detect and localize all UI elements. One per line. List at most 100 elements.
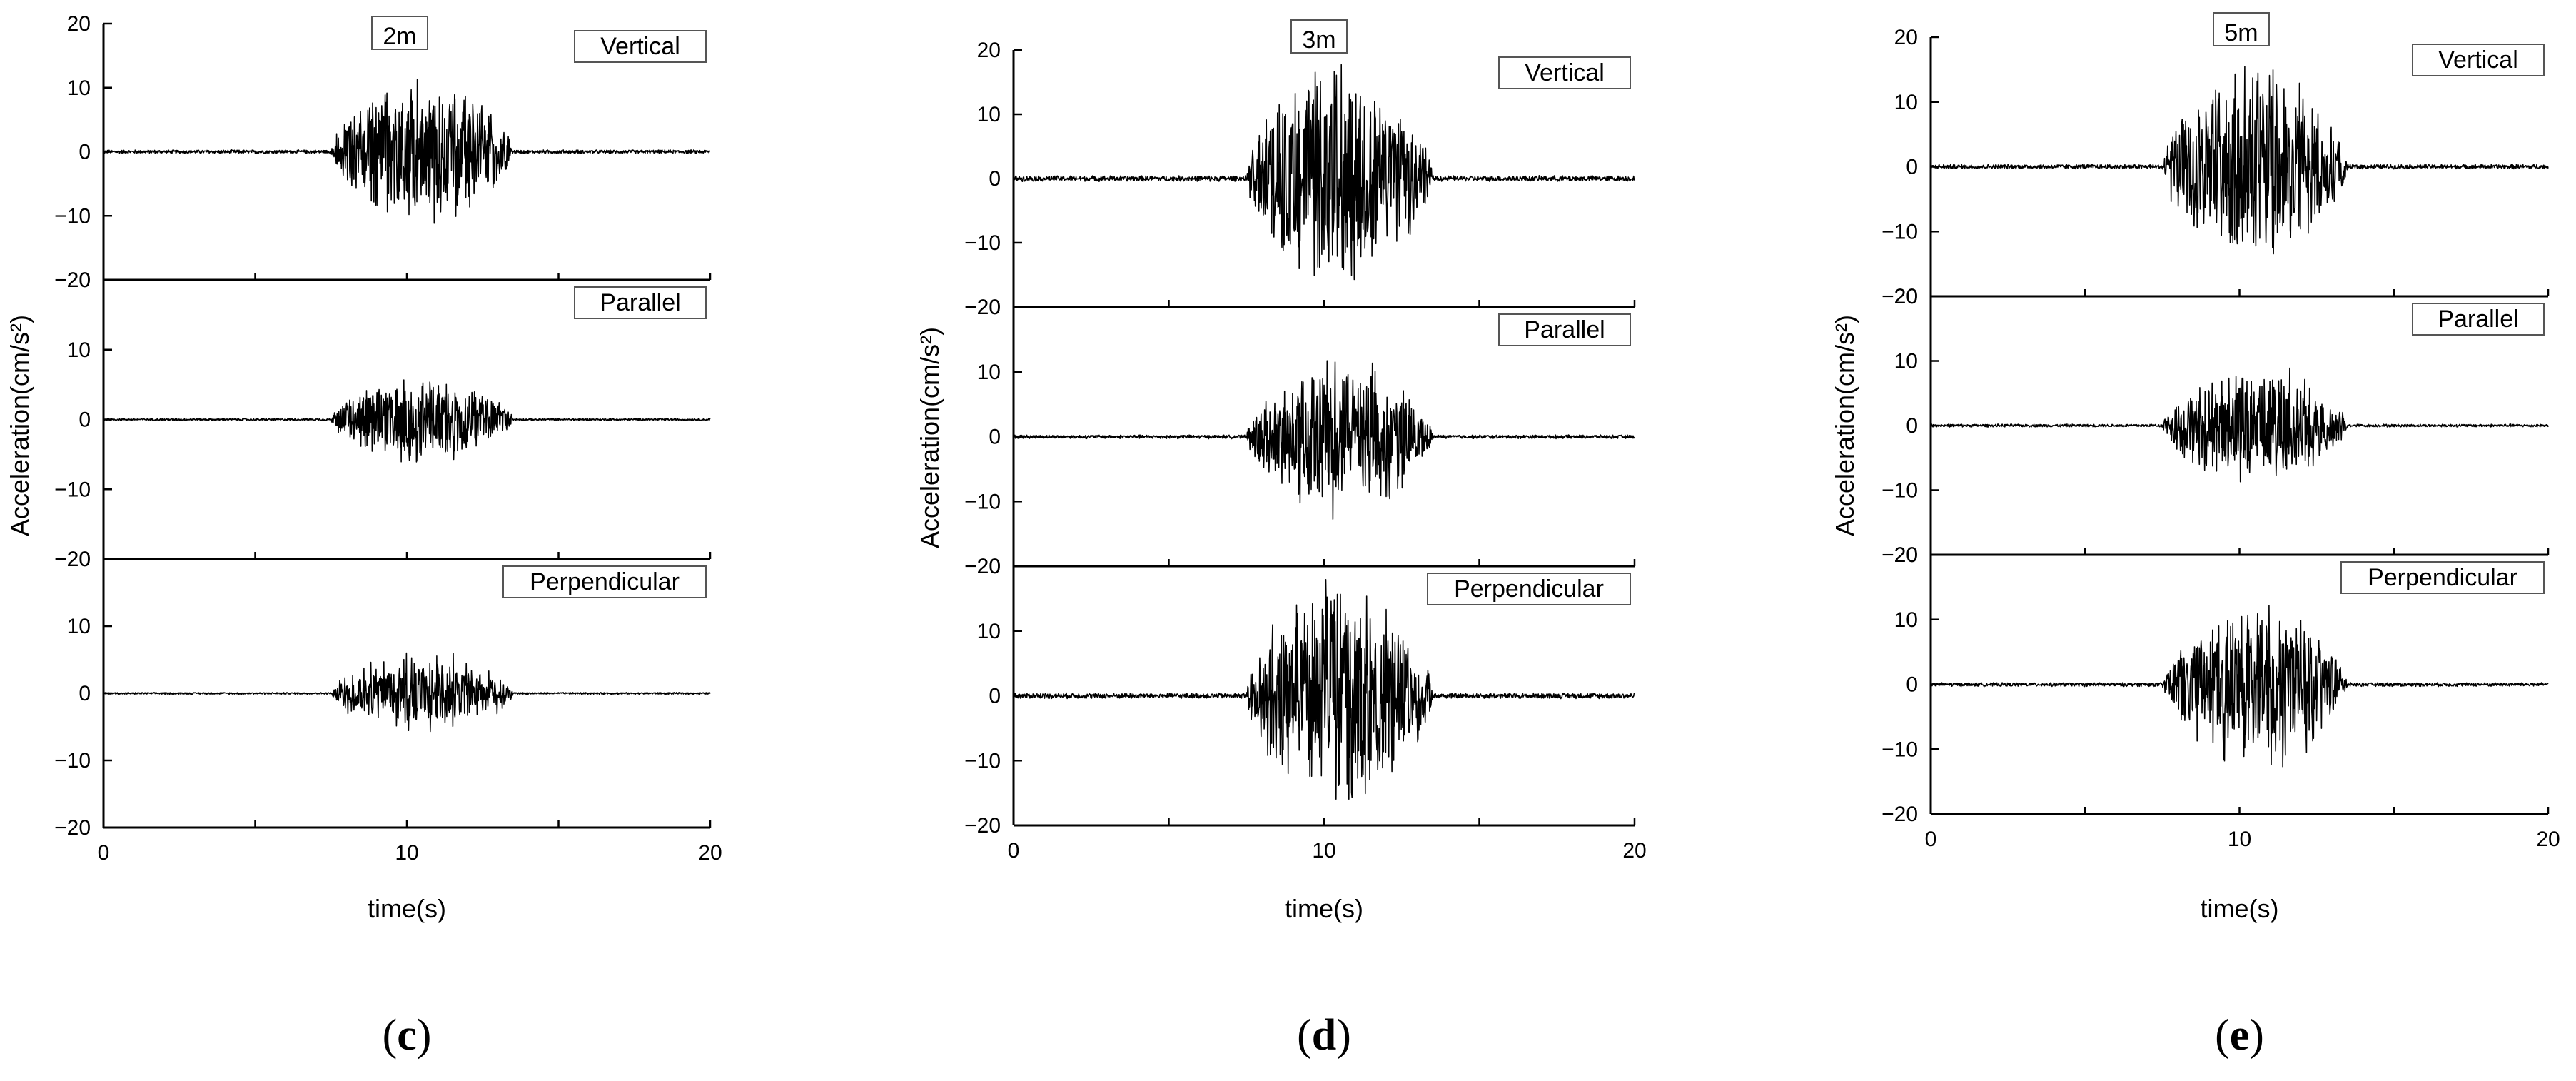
signal-trace	[103, 379, 711, 463]
direction-label-box	[1498, 56, 1631, 89]
distance-label: 3m	[1302, 26, 1335, 54]
direction-label: Vertical	[600, 33, 680, 60]
y-tick-label: 10	[67, 76, 91, 100]
x-tick-label: 10	[395, 841, 418, 865]
y-tick-label: 10	[67, 338, 91, 362]
distance-label-box	[1290, 19, 1348, 54]
direction-label-box	[574, 30, 707, 63]
y-tick-label: −20	[1882, 543, 1918, 567]
x-axis-title: time(s)	[368, 894, 446, 923]
direction-label-box	[2340, 561, 2545, 594]
chart-3m: 20100−10−20Vertical20100−10−20Parallel20…	[915, 19, 1647, 1060]
y-tick-label: 0	[989, 685, 1001, 708]
y-axis-title: Acceleration(cm/s²)	[915, 327, 944, 548]
y-tick-label: 20	[977, 555, 1001, 578]
y-tick-label: 20	[1894, 543, 1918, 567]
y-tick-label: 20	[67, 268, 91, 292]
signal-trace	[1013, 360, 1635, 520]
y-axis-title: Acceleration(cm/s²)	[5, 315, 34, 536]
x-axis-title: time(s)	[1285, 894, 1363, 923]
y-tick-label: 10	[1894, 91, 1918, 114]
y-tick-label: 0	[989, 167, 1001, 191]
y-tick-label: 10	[67, 615, 91, 638]
y-tick-label: −10	[964, 231, 1001, 255]
y-tick-label: −10	[1882, 738, 1918, 761]
direction-label: Parallel	[1524, 316, 1605, 343]
x-tick-label: 0	[98, 841, 110, 865]
y-tick-label: 20	[1894, 26, 1918, 49]
y-tick-label: 0	[79, 682, 91, 705]
subplot-vertical: 20 10 0 −10 −20 Vertical	[964, 39, 1636, 319]
direction-label: Vertical	[2438, 46, 2518, 74]
direction-label-box	[1498, 313, 1631, 346]
signal-trace	[1013, 579, 1635, 800]
x-tick-label: 10	[1312, 839, 1335, 863]
y-tick-label: −20	[964, 555, 1001, 578]
subplot-perpendicular: 20 10 0 −10 −20 Perpendicular	[54, 548, 712, 840]
y-tick-label: 10	[977, 361, 1001, 384]
y-tick-label: −20	[1882, 803, 1918, 826]
panel-caption: (e)	[2215, 1011, 2264, 1060]
panel-caption: (d)	[1297, 1011, 1351, 1060]
distance-label: 2m	[383, 23, 416, 50]
direction-label: Vertical	[1525, 59, 1605, 86]
y-axis-title: Acceleration(cm/s²)	[1830, 315, 1859, 536]
y-tick-label: 20	[1894, 285, 1918, 308]
y-tick-label: −20	[54, 268, 91, 292]
y-tick-label: −10	[54, 478, 91, 501]
subplot-vertical: 20 10 0 −10 −20 Vertical	[54, 12, 712, 292]
distance-label-box	[371, 16, 428, 50]
subplot-parallel: 20 10 0 −10 −20 Parallel	[1882, 285, 2550, 567]
distance-label-box	[2213, 12, 2270, 46]
y-tick-label: 0	[1906, 673, 1918, 697]
y-tick-label: 10	[977, 103, 1001, 126]
x-tick-label: 0	[1925, 828, 1937, 851]
subplot-parallel: 20 10 0 −10 −20 Parallel	[964, 296, 1636, 578]
y-tick-label: 10	[1894, 350, 1918, 373]
y-tick-label: 0	[79, 141, 91, 164]
signal-trace	[103, 79, 711, 224]
y-tick-label: 10	[977, 620, 1001, 643]
y-tick-label: 0	[989, 426, 1001, 449]
signal-trace	[1930, 367, 2549, 483]
x-axis-title: time(s)	[2201, 894, 2279, 923]
y-tick-label: −10	[964, 490, 1001, 513]
direction-label: Perpendicular	[1454, 575, 1604, 603]
direction-label-box	[2412, 303, 2545, 336]
subplot-parallel: 20 10 0 −10 −20 Parallel	[54, 268, 712, 571]
y-tick-label: −10	[54, 749, 91, 773]
x-tick-label: 20	[698, 841, 722, 865]
signal-trace	[1930, 66, 2549, 255]
direction-label-box	[2412, 44, 2545, 76]
subplot-vertical: 20 10 0 −10 −20 Vertical	[1882, 26, 2550, 308]
x-tick-label: 20	[2536, 828, 2560, 851]
y-tick-label: −10	[964, 749, 1001, 773]
y-tick-label: −20	[54, 816, 91, 840]
y-tick-label: 0	[1906, 414, 1918, 438]
y-tick-label: −10	[54, 204, 91, 228]
signal-trace	[1013, 64, 1635, 281]
y-tick-label: 20	[977, 39, 1001, 62]
distance-label: 5m	[2224, 19, 2258, 46]
x-tick-label: 0	[1008, 839, 1020, 863]
y-tick-label: 20	[977, 296, 1001, 319]
y-tick-label: −20	[964, 814, 1001, 838]
subplot-perpendicular: 20 10 0 −10 −20 Perpendicular	[964, 555, 1636, 838]
chart-5m: 20100−10−20Vertical20100−10−20Parallel20…	[1830, 12, 2560, 1060]
y-tick-label: −20	[1882, 285, 1918, 308]
x-tick-label: 10	[2228, 828, 2251, 851]
y-tick-label: 0	[1906, 156, 1918, 179]
panel-caption: (c)	[383, 1011, 432, 1060]
x-tick-label: 20	[1622, 839, 1646, 863]
signal-trace	[103, 652, 711, 733]
direction-label: Parallel	[2438, 306, 2518, 333]
signal-trace	[1930, 605, 2549, 768]
subplot-perpendicular: 20 10 0 −10 −20 Perpendicular	[1882, 543, 2550, 826]
y-tick-label: 20	[67, 548, 91, 571]
direction-label-box	[574, 286, 707, 319]
direction-label: Parallel	[600, 289, 680, 316]
y-tick-label: −10	[1882, 220, 1918, 243]
direction-label-box	[1427, 573, 1631, 605]
y-tick-label: 10	[1894, 608, 1918, 632]
